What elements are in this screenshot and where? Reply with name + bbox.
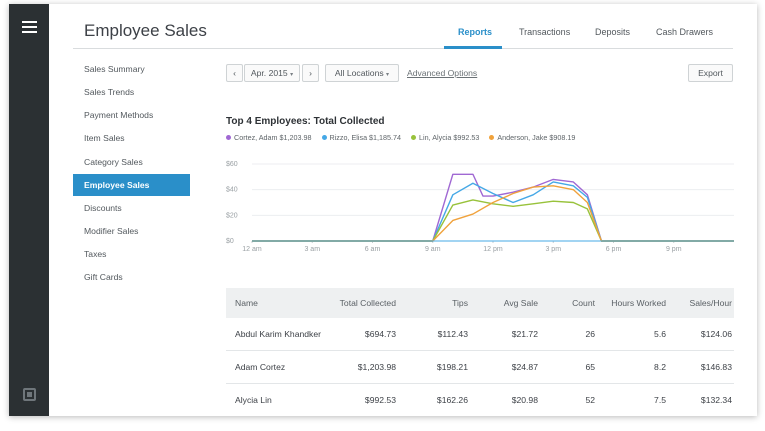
x-tick-label: 9 am (425, 246, 441, 253)
cell-count: 52 (585, 395, 595, 405)
cell-count: 65 (585, 362, 595, 372)
chevron-down-icon: ▾ (290, 72, 294, 78)
series-line[interactable] (252, 185, 734, 242)
cell-count: 26 (585, 329, 595, 339)
location-select[interactable]: All Locations ▾ (325, 64, 399, 82)
y-tick-label: $0 (226, 238, 234, 245)
employee-sales-table: Name Total Collected Tips Avg Sale Count… (226, 288, 734, 416)
cell-total-collected: $694.73 (364, 329, 396, 339)
x-tick-label: 3 am (304, 246, 320, 253)
chart-legend: Cortez, Adam $1,203.98 Rizzo, Elisa $1,18… (226, 133, 575, 142)
x-tick-label: 3 pm (545, 246, 561, 253)
y-tick-label: $40 (226, 187, 238, 194)
y-tick-label: $60 (226, 161, 238, 168)
sidebar-item-employee-sales[interactable]: Employee Sales (73, 174, 190, 196)
previous-period-button[interactable]: ‹ (226, 64, 243, 82)
sidebar-item-discounts[interactable]: Discounts (84, 203, 122, 213)
cell-tips: $112.43 (437, 329, 468, 339)
cell-name: Alycia Lin (235, 395, 272, 405)
active-tab-indicator (444, 46, 502, 49)
legend-swatch (411, 135, 417, 140)
advanced-options-link[interactable]: Advanced Options (407, 68, 478, 78)
tab-deposits[interactable]: Deposits (595, 27, 631, 37)
legend-label: Cortez, Adam $1,203.98 (234, 133, 312, 142)
x-tick-label: 12 am (242, 246, 262, 253)
x-tick-label: 6 pm (606, 246, 622, 253)
legend-swatch (226, 135, 231, 140)
date-picker[interactable]: Apr. 2015 ▾ (244, 64, 300, 82)
sidebar-item-modifier-sales[interactable]: Modifier Sales (84, 226, 139, 236)
square-logo-icon (23, 388, 36, 401)
cell-sales-per-hour: $132.34 (700, 395, 732, 405)
cell-sales-per-hour: $124.06 (700, 329, 732, 339)
menu-icon[interactable] (22, 21, 37, 33)
series-line[interactable] (252, 173, 734, 242)
cell-sales-per-hour: $146.83 (700, 362, 732, 372)
sidebar-item-payment-methods[interactable]: Payment Methods (84, 110, 154, 120)
column-header-count[interactable]: Count (572, 298, 595, 308)
date-label: Apr. 2015 (250, 68, 288, 78)
cell-hours-worked: 7.5 (654, 395, 666, 405)
x-tick-label: 9 pm (666, 246, 682, 253)
column-header-avg-sale[interactable]: Avg Sale (503, 298, 538, 308)
cell-tips: $198.21 (436, 362, 468, 372)
legend-swatch (489, 135, 495, 140)
legend-item: Lin, Alycia $992.53 (411, 133, 479, 142)
cell-hours-worked: 5.6 (654, 329, 666, 339)
sidebar-item-item-sales[interactable]: Item Sales (84, 133, 125, 143)
table-header: Name Total Collected Tips Avg Sale Count… (226, 288, 734, 318)
legend-item: Rizzo, Elisa $1,185.74 (321, 133, 402, 142)
series-line[interactable] (252, 199, 734, 242)
legend-item: Cortez, Adam $1,203.98 (226, 133, 312, 142)
column-header-name[interactable]: Name (235, 298, 258, 308)
cell-total-collected: $992.53 (364, 395, 396, 405)
table-row[interactable]: Adam Cortez $1,203.98 $198.21 $24.87 65 … (226, 351, 734, 384)
chart-title: Top 4 Employees: Total Collected (226, 116, 385, 127)
chevron-down-icon: ▾ (386, 72, 390, 78)
legend-label: Lin, Alycia $992.53 (419, 133, 480, 142)
series-line[interactable] (252, 181, 734, 242)
tab-reports[interactable]: Reports (458, 27, 493, 37)
legend-label: Rizzo, Elisa $1,185.74 (329, 133, 402, 142)
sidebar-item-taxes[interactable]: Taxes (84, 249, 107, 259)
left-rail (9, 4, 49, 416)
cell-name: Adam Cortez (235, 362, 286, 372)
column-header-hours-worked[interactable]: Hours Worked (611, 298, 666, 308)
x-tick-label: 12 pm (483, 246, 503, 253)
cell-avg-sale: $21.72 (511, 329, 538, 339)
cell-avg-sale: $20.98 (511, 395, 538, 405)
column-header-total-collected[interactable]: Total Collected (339, 298, 396, 308)
sidebar-item-sales-summary[interactable]: Sales Summary (84, 64, 145, 74)
tab-transactions[interactable]: Transactions (519, 27, 571, 37)
table-row[interactable]: Alycia Lin $992.53 $162.26 $20.98 52 7.5… (226, 384, 734, 416)
legend-item: Anderson, Jake $908.19 (489, 133, 575, 142)
sidebar-item-gift-cards[interactable]: Gift Cards (84, 272, 123, 282)
header-divider (73, 48, 733, 49)
legend-label: Anderson, Jake $908.19 (497, 133, 576, 142)
y-tick-label: $20 (226, 212, 238, 219)
app-window: Employee Sales Reports Transactions Depo… (9, 4, 757, 416)
table-row[interactable]: Abdul Karim Khandker $694.73 $112.43 $21… (226, 318, 734, 351)
cell-name: Abdul Karim Khandker (235, 329, 321, 339)
sales-line-chart: $60 $40 $20 $0 12 am 3 am 6 am 9 am 12 pm 3 pm 6 p… (226, 161, 734, 253)
column-header-sales-per-hour[interactable]: Sales/Hour (689, 298, 732, 308)
tab-cash-drawers[interactable]: Cash Drawers (656, 27, 714, 37)
page-title: Employee Sales (84, 21, 207, 40)
next-period-button[interactable]: › (302, 64, 319, 82)
sidebar-item-sales-trends[interactable]: Sales Trends (84, 87, 135, 97)
cell-tips: $162.26 (436, 395, 468, 405)
sidebar-item-category-sales[interactable]: Category Sales (84, 157, 143, 167)
legend-swatch (321, 135, 327, 140)
location-label: All Locations (334, 68, 384, 78)
export-button[interactable]: Export (688, 64, 733, 82)
cell-hours-worked: 8.2 (654, 362, 666, 372)
cell-avg-sale: $24.87 (511, 362, 538, 372)
x-tick-label: 6 am (365, 246, 381, 253)
column-header-tips[interactable]: Tips (452, 298, 468, 308)
cell-total-collected: $1,203.98 (357, 362, 396, 372)
